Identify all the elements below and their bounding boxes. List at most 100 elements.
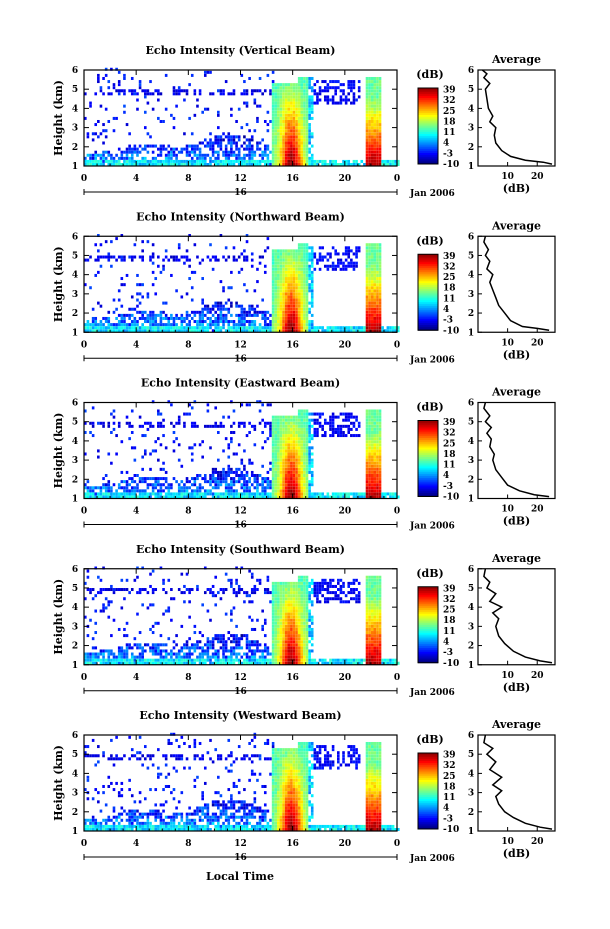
heatmap-cell [130,652,134,656]
heatmap-cell [350,89,353,93]
heatmap-cell [185,655,189,659]
heatmap-cell [318,98,322,102]
heatmap-cell [248,138,251,142]
heatmap-cell [376,449,379,453]
heatmap-cell [300,80,304,84]
heatmap-cell [300,153,304,157]
heatmap-cell [365,480,369,484]
heatmap-cell [290,261,293,265]
heatmap-cell [300,464,304,468]
heatmap-cell [290,301,293,305]
heatmap-cell [149,323,152,327]
heatmap-cell [334,329,337,333]
heatmap-cell [196,658,199,662]
heatmap-cell [146,144,150,148]
heatmap-cell [310,480,314,484]
heatmap-cell [342,329,345,333]
heatmap-cell [373,483,377,487]
heatmap-cell [214,258,218,262]
heatmap-cell [368,489,371,493]
colorbar-segment [418,320,438,324]
heatmap-cell [245,591,249,595]
heatmap-cell [308,123,311,127]
heatmap-cell [339,326,343,330]
heatmap-cell [235,141,238,145]
heatmap-cell [120,320,124,324]
heatmap-cell [284,430,288,434]
heatmap-cell [282,489,285,493]
heatmap-cell [331,424,335,428]
heatmap-cell [190,421,194,425]
heatmap-cell [261,418,264,422]
heatmap-cell [185,89,189,93]
heatmap-cell [277,455,280,459]
heatmap-cell [245,643,249,647]
heatmap-cell [203,159,207,163]
heatmap-cell [282,107,285,111]
x-tick-label: 12 [234,174,247,184]
heatmap-cell [271,316,275,320]
heatmap-cell [287,83,291,87]
profile-frame [477,401,556,500]
heatmap-cell [274,258,278,262]
heatmap-cell [263,153,267,157]
heatmap-cell [271,446,275,450]
heatmap-cell [172,646,176,650]
heatmap-cell [248,153,251,157]
heatmap-cell [282,123,285,127]
heatmap-cell [185,495,189,499]
heatmap-cell [279,270,283,274]
heatmap-cell [287,107,291,111]
heatmap-cell [277,430,280,434]
heatmap-cell [271,637,275,641]
heatmap-cell [263,424,267,428]
heatmap-cell [370,489,374,493]
heatmap-cell [266,123,270,127]
heatmap-cell [151,652,155,656]
heatmap-cell [206,658,210,662]
heatmap-cell [235,646,238,650]
heatmap-cell [297,110,301,114]
heatmap-cell [123,323,126,327]
heatmap-cell [162,477,165,481]
heatmap-cell [308,86,311,90]
heatmap-cell [201,329,204,333]
heatmap-cell [378,86,382,90]
heatmap-cell [136,283,139,287]
heatmap-cell [316,427,319,431]
heatmap-cell [344,163,348,166]
heatmap-cell [164,159,168,163]
heatmap-cell [321,159,324,163]
heatmap-cell [297,329,301,333]
colorbar-tick-label: -3 [443,149,453,159]
heatmap-cell [277,421,280,425]
profile-y-tick-label: 1 [468,328,474,338]
heatmap-cell [261,153,264,157]
heatmap-cell [222,480,225,484]
heatmap-cell [198,159,202,163]
heatmap-cell [274,492,278,496]
heatmap-cell [300,258,304,262]
heatmap-cell [292,421,296,425]
heatmap-cell [222,652,225,656]
heatmap-cell [198,652,202,656]
heatmap-cell [237,135,241,139]
heatmap-cell [370,249,374,253]
heatmap-cell [136,153,139,157]
heatmap-cell [232,646,236,650]
heatmap-cell [240,492,244,496]
heatmap-cell [138,301,142,305]
heatmap-cell [245,492,249,496]
heatmap-cell [305,310,309,314]
heatmap-cell [271,652,275,656]
heatmap-cell [303,86,306,90]
heatmap-cell [172,86,176,90]
heatmap-cell [185,477,189,481]
heatmap-cell [350,427,353,431]
heatmap-cells [84,67,400,166]
heatmap-cell [365,434,369,438]
heatmap-cell [219,310,223,314]
heatmap-cell [263,163,267,166]
heatmap-cell [365,246,369,250]
heatmap-cell [227,298,231,302]
